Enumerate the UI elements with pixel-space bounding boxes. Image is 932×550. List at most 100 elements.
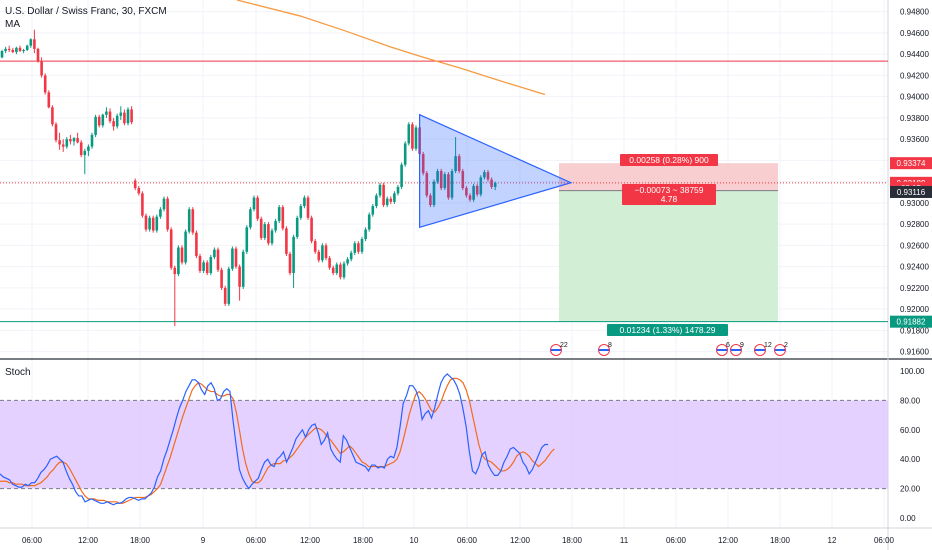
- candle-body: [475, 185, 479, 195]
- candle-body: [51, 107, 54, 125]
- take-profit-zone[interactable]: [559, 190, 778, 322]
- candle-body: [177, 247, 180, 275]
- candle-body: [414, 127, 418, 149]
- stochastic-pane: [0, 373, 888, 506]
- candle-body: [382, 184, 385, 206]
- candle-body: [58, 140, 61, 145]
- candle-body: [195, 232, 198, 257]
- candle-body: [155, 216, 159, 231]
- candle-body: [277, 207, 281, 221]
- candle-body: [299, 206, 303, 218]
- time-tick-label: 12:00: [718, 536, 739, 545]
- risk-reward-ratio: 4.78: [661, 194, 678, 204]
- candle-body: [22, 49, 25, 51]
- candle-body: [209, 257, 213, 274]
- candle-body: [421, 154, 425, 174]
- price-badge[interactable]: [890, 315, 932, 328]
- candle-body: [11, 49, 15, 53]
- candle-body: [321, 245, 324, 261]
- candle-body: [47, 92, 51, 108]
- candle-body: [15, 47, 18, 53]
- stoch-k-line: [0, 373, 549, 506]
- candle-body: [126, 109, 130, 124]
- candle-body: [479, 177, 483, 195]
- price-tick-label: 0.94800: [900, 8, 929, 17]
- candle-body: [65, 139, 69, 147]
- stop-loss-label: 0.00258 (0.28%) 900: [629, 155, 709, 165]
- candlestick-series: [0, 29, 497, 327]
- position-info-text: −0.00073 ~ 38759: [634, 185, 703, 195]
- triangle-pattern[interactable]: [419, 113, 573, 229]
- candle-body: [285, 228, 288, 254]
- candle-body: [76, 138, 79, 143]
- price-badge[interactable]: [890, 157, 932, 170]
- candle-body: [267, 224, 270, 244]
- candle-body: [216, 249, 220, 270]
- candle-body: [403, 143, 407, 165]
- time-tick-label: 06:00: [246, 536, 267, 545]
- candle-body: [166, 198, 169, 230]
- candle-body: [231, 248, 234, 269]
- time-tick-label: 06:00: [666, 536, 687, 545]
- candle-body: [439, 171, 443, 189]
- candle-body: [18, 47, 22, 51]
- candle-body: [249, 209, 252, 228]
- candle-body: [407, 124, 411, 144]
- symbol-title[interactable]: U.S. Dollar / Swiss Franc, 30, FXCM: [5, 6, 167, 17]
- economic-events[interactable]: 22 8 6 9 12 2: [550, 342, 789, 356]
- candle-body: [141, 193, 144, 216]
- candle-body: [349, 252, 353, 260]
- price-axis[interactable]: 0.94800 0.94600 0.94400 0.94200 0.94000 0.938…: [890, 8, 932, 357]
- time-tick-label: 18:00: [353, 536, 374, 545]
- candle-body: [259, 218, 263, 238]
- time-tick-label: 10: [410, 536, 419, 545]
- candle-body: [378, 184, 382, 196]
- candle-body: [184, 231, 187, 263]
- candle-body: [313, 241, 317, 252]
- candle-body: [465, 188, 468, 196]
- candle-body: [36, 48, 40, 62]
- candle-body: [245, 227, 249, 252]
- price-tick-label: 0.92800: [900, 220, 929, 229]
- price-badge[interactable]: [890, 185, 932, 198]
- stoch-axis[interactable]: 100.00 80.00 60.00 40.00 20.00 0.00: [900, 367, 925, 523]
- candle-body: [4, 48, 7, 51]
- candle-body: [115, 115, 119, 127]
- candle-body: [94, 116, 97, 135]
- candle-body: [375, 195, 378, 207]
- stoch-legend-label[interactable]: Stoch: [5, 367, 31, 378]
- candle-body: [461, 171, 465, 189]
- candle-body: [367, 214, 371, 230]
- candle-body: [335, 264, 339, 274]
- candle-body: [288, 253, 292, 274]
- price-tick-label: 0.94400: [900, 50, 929, 59]
- time-tick-label: 12:00: [510, 536, 531, 545]
- candle-body: [310, 217, 313, 242]
- time-tick-label: 06:00: [457, 536, 478, 545]
- event-count: 6: [726, 342, 730, 349]
- candle-body: [425, 173, 429, 196]
- triangle-drawing[interactable]: [419, 113, 573, 229]
- time-axis[interactable]: 06:00 12:00 18:00 9 06:00 12:00 18:00 10 06:00 12…: [22, 536, 895, 545]
- candle-body: [432, 181, 436, 206]
- time-tick-label: 18:00: [562, 536, 583, 545]
- candle-body: [69, 139, 72, 142]
- candle-body: [151, 217, 155, 231]
- candle-body: [25, 45, 29, 50]
- candle-body: [256, 197, 259, 219]
- time-tick-label: 11: [620, 536, 629, 545]
- price-tick-label: 0.94600: [900, 29, 929, 38]
- candle-body: [119, 112, 123, 116]
- time-tick-label: 12:00: [78, 536, 99, 545]
- candle-body: [292, 236, 295, 274]
- candle-body: [436, 171, 439, 182]
- candle-body: [108, 111, 112, 122]
- candle-body: [472, 185, 475, 200]
- ma-legend-label[interactable]: MA: [5, 19, 20, 30]
- event-count: 22: [560, 342, 568, 349]
- moving-average-line: [236, 0, 546, 96]
- stoch-tick-label: 80.00: [900, 396, 921, 405]
- candle-body: [133, 180, 137, 189]
- candle-body: [7, 48, 11, 50]
